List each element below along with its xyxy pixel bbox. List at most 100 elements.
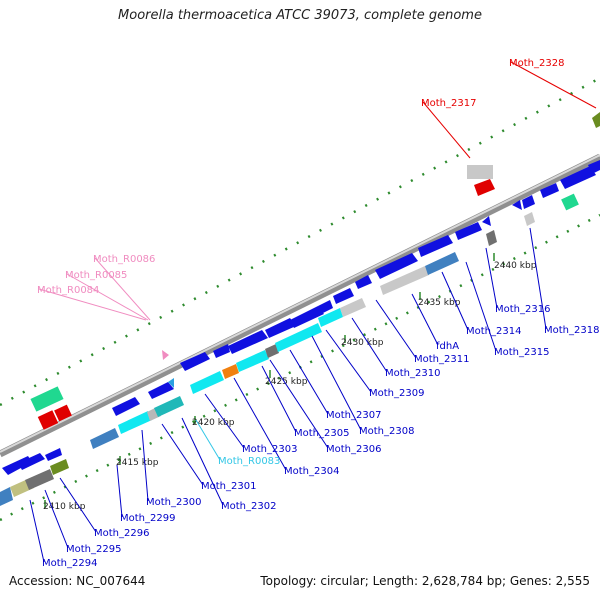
leader-line <box>311 335 362 431</box>
gene-arrow[interactable] <box>540 183 559 198</box>
gene-arrow[interactable] <box>455 222 482 240</box>
tick-label: 2410 kbp <box>43 502 86 512</box>
gene-label[interactable]: Moth_2299 <box>120 513 175 524</box>
gene-block-darkgray[interactable] <box>265 344 279 358</box>
gene-arrow[interactable] <box>213 344 230 358</box>
gene-arrow[interactable] <box>18 453 45 470</box>
gene-label[interactable]: Moth_2308 <box>359 426 414 437</box>
gene-arrow[interactable] <box>355 275 372 289</box>
gene-block-red[interactable] <box>474 179 495 196</box>
leader-line <box>141 429 149 502</box>
gene-block-cyan[interactable] <box>118 411 152 434</box>
gene-block-gray[interactable] <box>380 266 429 295</box>
gene-label[interactable]: Moth_2301 <box>201 481 256 492</box>
gene-label[interactable]: Moth_2328 <box>509 58 564 69</box>
gene-block-cyan[interactable] <box>236 350 269 372</box>
gene-label[interactable]: Moth_2314 <box>466 326 521 337</box>
gene-label[interactable]: Moth_2300 <box>146 497 201 508</box>
gene-arrow[interactable] <box>148 382 174 399</box>
leader-line <box>195 419 221 461</box>
inner-row-genes <box>0 212 535 506</box>
gene-label[interactable]: Moth_2307 <box>326 410 381 421</box>
gene-block-darkgray[interactable] <box>25 469 54 490</box>
tick-label: 2430 kbp <box>341 338 384 348</box>
gene-block-lightgray[interactable] <box>524 212 535 226</box>
gene-arrow[interactable] <box>375 253 418 279</box>
pink-marker[interactable] <box>162 350 169 360</box>
gene-block-olive[interactable] <box>592 112 600 128</box>
tick-label: 2425 kbp <box>265 377 308 387</box>
gene-label[interactable]: Moth_2302 <box>221 501 276 512</box>
gene-arrow[interactable] <box>588 160 600 174</box>
gene-arrow[interactable] <box>512 200 522 210</box>
gene-label[interactable]: fdhA <box>436 341 459 352</box>
gene-label[interactable]: Moth_2303 <box>242 444 297 455</box>
gene-label[interactable]: Moth_2294 <box>42 558 97 569</box>
leader-line <box>411 293 439 346</box>
gene-label[interactable]: Moth_2318 <box>544 325 599 336</box>
gene-arrow[interactable] <box>418 235 453 257</box>
leader-line <box>59 477 97 533</box>
gene-label[interactable]: Moth_2306 <box>326 444 381 455</box>
gene-arrow[interactable] <box>265 318 296 338</box>
gene-label[interactable]: Moth_2305 <box>294 428 349 439</box>
page-title: Moorella thermoacetica ATCC 39073, compl… <box>118 8 482 23</box>
gene-label[interactable]: Moth_R0085 <box>65 270 127 281</box>
gene-block-darkgray[interactable] <box>486 230 497 246</box>
gene-block-steel[interactable] <box>425 252 459 275</box>
gene-arrow[interactable] <box>180 352 210 371</box>
gene-label[interactable]: Moth_2311 <box>414 354 469 365</box>
gene-label[interactable]: Moth_R0084 <box>37 285 99 296</box>
gene-block-green[interactable] <box>561 193 579 211</box>
gene-arrow[interactable] <box>318 300 333 314</box>
leader-line <box>66 273 149 321</box>
gene-label[interactable]: Moth_2317 <box>421 98 476 109</box>
gene-label[interactable]: Moth_2310 <box>385 368 440 379</box>
gene-label[interactable]: Moth_2296 <box>94 528 149 539</box>
leader-line <box>233 377 287 471</box>
gene-arrow[interactable] <box>45 448 62 461</box>
gene-block-cyan[interactable] <box>275 323 322 352</box>
gene-block-green[interactable] <box>30 386 64 412</box>
gene-block-lightgray[interactable] <box>467 165 493 179</box>
gene-block-olive[interactable] <box>50 459 69 475</box>
leader-line <box>44 489 69 549</box>
gene-arrow[interactable] <box>228 330 268 354</box>
gene-block-red[interactable] <box>54 404 72 422</box>
leader-line <box>510 61 597 109</box>
leader-line <box>465 261 497 352</box>
gene-label[interactable]: Moth_R0086 <box>93 254 155 265</box>
leader-line <box>289 349 329 415</box>
gene-block-teal[interactable] <box>154 396 184 417</box>
gene-label[interactable]: Moth_2315 <box>494 347 549 358</box>
leader-line <box>29 499 45 563</box>
gene-block-cyan[interactable] <box>318 308 343 327</box>
gene-block-red[interactable] <box>37 410 59 430</box>
gene-arrow[interactable] <box>112 397 140 416</box>
leader-line <box>161 423 204 486</box>
gene-arrow[interactable] <box>482 216 491 226</box>
gene-label[interactable]: Moth_2316 <box>495 304 550 315</box>
topology-summary: Topology: circular; Length: 2,628,784 bp… <box>260 574 590 588</box>
gene-block-orange[interactable] <box>222 364 239 379</box>
gene-arrow[interactable] <box>522 195 535 209</box>
leader-line <box>94 257 151 321</box>
gene-label[interactable]: Moth_2295 <box>66 544 121 555</box>
gene-block-gray[interactable] <box>340 298 366 317</box>
gene-arrow[interactable] <box>333 288 354 304</box>
gene-arrow[interactable] <box>168 378 174 388</box>
gene-arrow[interactable] <box>560 166 596 189</box>
forward-strand-genes <box>2 160 600 475</box>
genome-backbone-highlight <box>0 154 600 453</box>
leader-line <box>204 393 245 449</box>
tick-label: 2415 kbp <box>116 458 159 468</box>
gene-arrow[interactable] <box>290 306 324 328</box>
gene-block-steel[interactable] <box>90 428 119 449</box>
gene-block-steel[interactable] <box>0 487 13 506</box>
gene-label[interactable]: Moth_2309 <box>369 388 424 399</box>
leader-line <box>116 464 123 518</box>
gene-label[interactable]: Moth_2304 <box>284 466 339 477</box>
gene-block-cyan[interactable] <box>190 371 224 394</box>
gene-label[interactable]: Moth_R0083 <box>218 456 280 467</box>
